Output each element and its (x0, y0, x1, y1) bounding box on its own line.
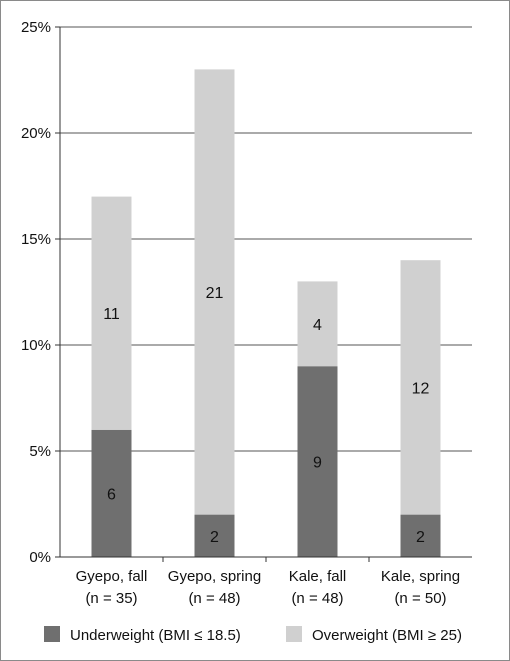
bar-overweight (297, 281, 338, 367)
legend-label: Underweight (BMI ≤ 18.5) (70, 627, 241, 644)
bar-data-label: 9 (313, 455, 322, 472)
legend-swatch (44, 626, 60, 642)
x-tick-label-n: (n = 50) (394, 590, 446, 607)
y-tick-label: 10% (21, 337, 51, 354)
legend-swatch (286, 626, 302, 642)
bar-underweight (91, 429, 132, 557)
bar-labels: 6 11 2 21 9 4 2 12 (103, 285, 429, 546)
x-tick-label: Kale, fall (289, 568, 347, 585)
y-tick-label: 0% (29, 549, 51, 566)
bar-underweight (194, 514, 235, 557)
x-tick-label: Gyepo, spring (168, 568, 261, 585)
axes (55, 26, 472, 562)
y-tick-labels: 0% 5% 10% 15% 20% 25% (21, 19, 51, 566)
x-tick-label-n: (n = 48) (188, 590, 240, 607)
x-tick-label: Kale, spring (381, 568, 460, 585)
x-tick-labels: Gyepo, fall (n = 35) Gyepo, spring (n = 48)… (76, 568, 460, 607)
bar-overweight (194, 69, 235, 515)
bar-data-label: 21 (206, 285, 224, 302)
x-tick-label-n: (n = 35) (85, 590, 137, 607)
x-tick-label: Gyepo, fall (76, 568, 148, 585)
legend-label: Overweight (BMI ≥ 25) (312, 627, 462, 644)
bar-data-label: 2 (210, 529, 219, 546)
bars (91, 69, 441, 557)
bar-data-label: 2 (416, 529, 425, 546)
y-tick-label: 15% (21, 231, 51, 248)
bar-data-label: 12 (412, 380, 430, 397)
x-tick-label-n: (n = 48) (291, 590, 343, 607)
bar-overweight (91, 196, 132, 430)
y-tick-label: 20% (21, 125, 51, 142)
bar-data-label: 11 (103, 306, 120, 323)
bar-underweight (297, 366, 338, 557)
legend: Underweight (BMI ≤ 18.5) Overweight (BMI … (44, 626, 462, 644)
bar-data-label: 4 (313, 317, 322, 334)
bar-overweight (400, 260, 441, 515)
bar-data-label: 6 (107, 486, 116, 503)
bar-underweight (400, 514, 441, 557)
y-tick-label: 5% (29, 443, 51, 460)
y-tick-label: 25% (21, 19, 51, 36)
